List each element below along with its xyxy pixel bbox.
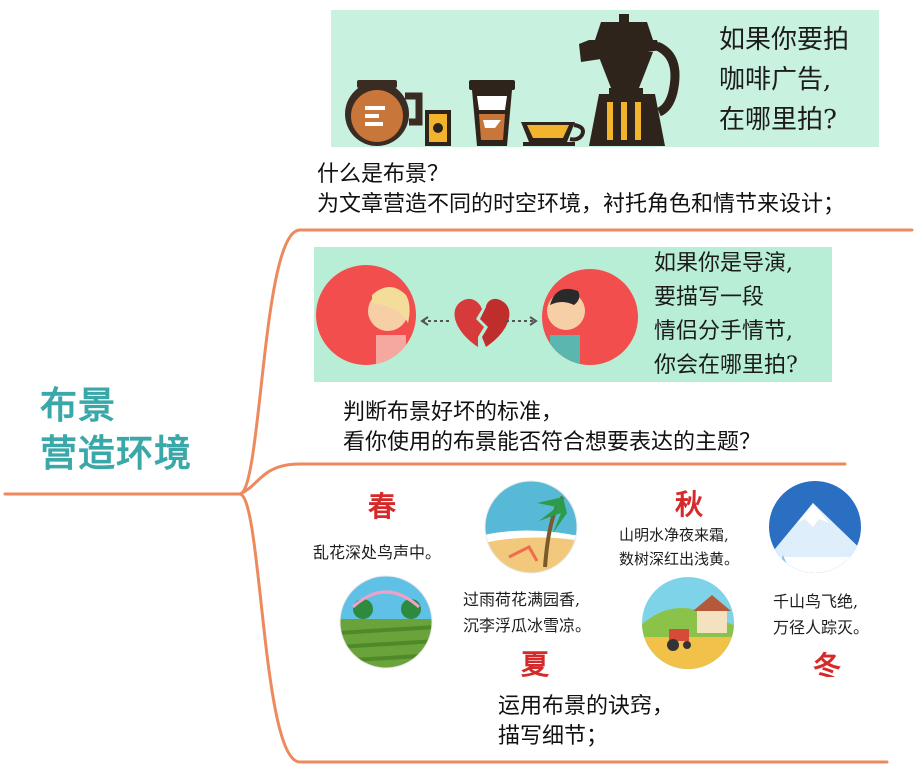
seasons-illustration-panel: 春 乱花深处鸟声中。 秋 山明水净夜来霜, 数树深红出浅黄。 过雨荷花满园香, … [313, 477, 873, 677]
branch-node-definition[interactable]: 什么是布景？ 为文章营造不同的时空环境，衬托角色和情节来设计； [317, 160, 845, 220]
coffee-question-line1: 如果你要拍 [719, 25, 850, 55]
coffee-question-line3: 在哪里拍? [719, 105, 837, 135]
snowy-mountain-icon [769, 481, 861, 573]
autumn-poem-line1: 山明水净夜来霜, [619, 526, 729, 544]
teacup-icon [521, 122, 585, 146]
connector-branch-1 [238, 228, 914, 496]
summer-poem-line1: 过雨荷花满园香, [463, 590, 581, 609]
branch-1-line1: 什么是布景？ [317, 162, 450, 187]
breakup-question-line2: 要描写一段 [654, 285, 765, 310]
connector-branch-2 [238, 462, 847, 496]
connector-branch-3 [238, 492, 889, 764]
root-title-line1: 布景 [40, 384, 116, 427]
branch-3-line1: 运用布景的诀窍， [498, 694, 675, 719]
branch-2-line1: 判断布景好坏的标准， [343, 400, 564, 425]
root-title-line2: 营造环境 [40, 432, 192, 475]
coffee-illustration-panel: 如果你要拍 咖啡广告, 在哪里拍? [331, 10, 879, 147]
breakup-question-line4: 你会在哪里拍? [654, 353, 798, 378]
coffee-bag-icon [425, 110, 451, 146]
coffee-cup-icon [469, 80, 515, 146]
farmhouse-tractor-icon [642, 577, 734, 669]
season-spring-label: 春 [368, 490, 397, 523]
root-node[interactable]: 布景 营造环境 [40, 382, 240, 478]
season-winter-label: 冬 [813, 650, 842, 677]
season-autumn-label: 秋 [675, 488, 704, 521]
branch-3-line2: 描写细节； [498, 724, 609, 749]
man-avatar-icon [542, 269, 638, 365]
branch-node-criteria[interactable]: 判断布景好坏的标准， 看你使用的布景能否符合想要表达的主题？ [343, 398, 761, 458]
branch-1-line2: 为文章营造不同的时空环境，衬托角色和情节来设计； [317, 192, 846, 217]
winter-poem-line1: 千山鸟飞绝, [773, 592, 859, 611]
coffee-pot-icon [345, 80, 423, 146]
arrow-right-icon [506, 316, 538, 326]
spring-poem: 乱花深处鸟声中。 [313, 543, 442, 562]
moka-pot-icon [579, 14, 680, 146]
branch-node-tips[interactable]: 运用布景的诀窍， 描写细节； [498, 692, 674, 752]
arrow-left-icon [420, 316, 452, 326]
breakup-question-line3: 情侣分手情节, [654, 319, 793, 344]
summer-poem-line2: 沉李浮瓜冰雪凉。 [463, 616, 592, 635]
autumn-poem-line2: 数树深红出浅黄。 [619, 550, 740, 568]
woman-avatar-icon [316, 265, 416, 365]
breakup-question-line1: 如果你是导演, [654, 251, 793, 276]
season-summer-label: 夏 [521, 648, 550, 677]
breakup-illustration-panel: 如果你是导演, 要描写一段 情侣分手情节, 你会在哪里拍? [314, 247, 832, 382]
farm-field-icon [340, 576, 432, 668]
coffee-question-line2: 咖啡广告, [719, 65, 832, 95]
branch-2-line2: 看你使用的布景能否符合想要表达的主题？ [343, 430, 762, 455]
beach-scene-icon [485, 481, 577, 573]
broken-heart-icon [454, 298, 510, 347]
winter-poem-line2: 万径人踪灭。 [773, 618, 870, 637]
